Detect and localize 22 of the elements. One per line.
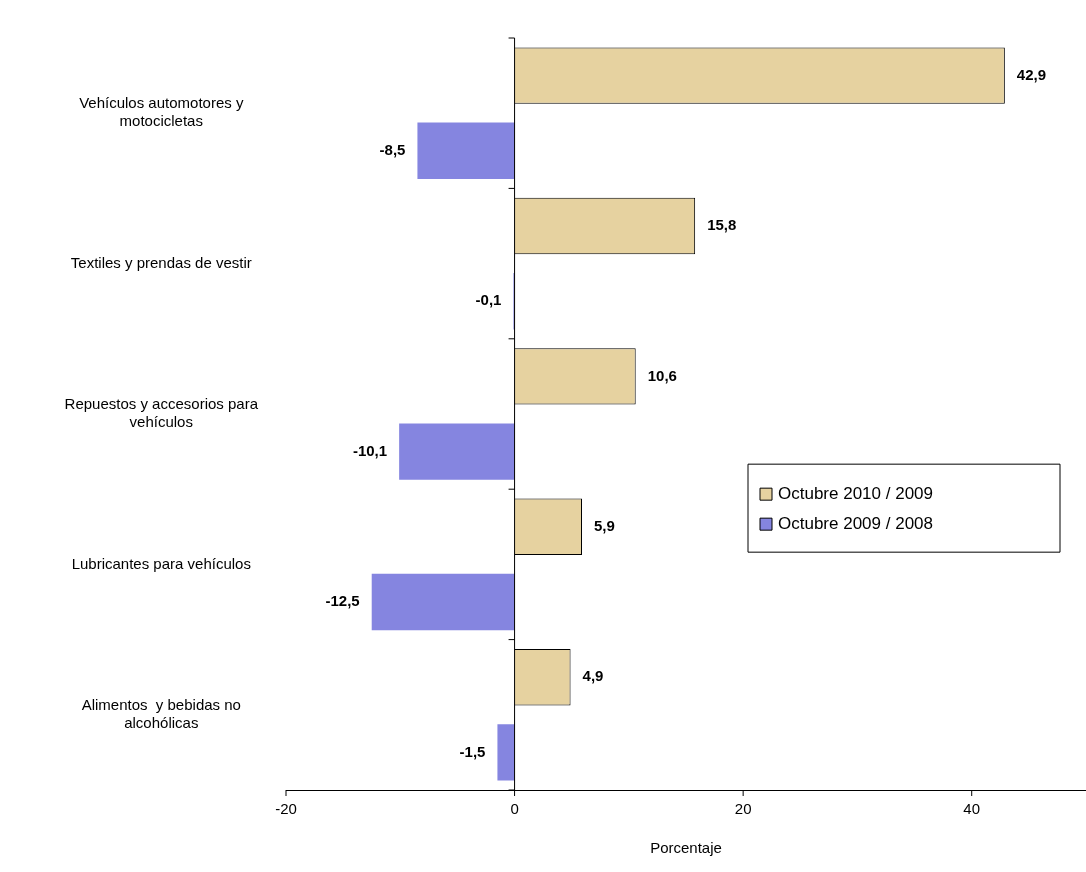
y-tick-label: Lubricantes para vehículos <box>71 554 251 572</box>
data-label: -0,1 <box>475 291 502 309</box>
data-label: 42,9 <box>1016 65 1047 83</box>
y-tick-label: Vehículos automotores y motocicletas <box>79 94 244 130</box>
data-label: 10,6 <box>647 366 677 384</box>
x-tick-label: 40 <box>963 800 981 818</box>
legend-label: Octubre 2009 / 2008 <box>778 513 934 533</box>
x-tick-label: -20 <box>275 800 297 818</box>
data-label: 5,9 <box>594 516 615 534</box>
data-label: -10,1 <box>352 441 388 459</box>
data-label: -8,5 <box>379 140 406 158</box>
y-tick-label: Repuestos y accesorios para vehículos <box>64 395 259 431</box>
y-tick-label: Alimentos y bebidas no alcohólicas <box>81 695 241 731</box>
x-axis-title: Porcentaje <box>650 839 722 857</box>
data-label: -12,5 <box>325 592 360 610</box>
y-tick-label: Textiles y prendas de vestir <box>70 253 252 271</box>
x-tick-label: 0 <box>510 800 519 818</box>
legend-label: Octubre 2010 / 2009 <box>778 483 934 503</box>
x-tick-label: 20 <box>734 800 752 818</box>
data-label: -1,5 <box>459 742 486 760</box>
data-label: 15,8 <box>707 216 737 234</box>
data-label: 4,9 <box>582 667 604 685</box>
